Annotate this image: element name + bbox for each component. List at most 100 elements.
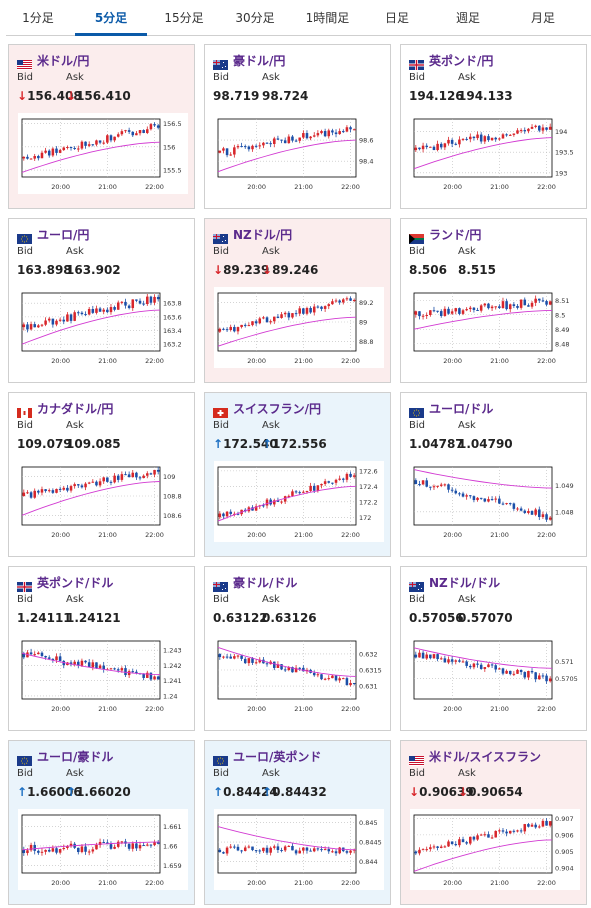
candle bbox=[146, 296, 149, 305]
rate-card-euraud[interactable]: ユーロ/豪ドル Bid Ask ↑1.66006 ↑1.66020 1.661 1.66 1.… bbox=[8, 740, 195, 905]
candle bbox=[414, 851, 418, 854]
chart-panel[interactable]: 1.661 1.66 1.659 20:00 21:00 22:00 bbox=[18, 809, 188, 890]
chart-panel[interactable]: 163.8 163.6 163.4 163.2 20:00 21:00 22:00 bbox=[18, 287, 188, 368]
pair-title[interactable]: 英ポンド/円 bbox=[429, 54, 494, 68]
candle bbox=[349, 682, 352, 686]
chart-panel[interactable]: 194 193.5 193 20:00 21:00 22:00 bbox=[410, 113, 580, 194]
pair-title[interactable]: NZドル/円 bbox=[233, 228, 293, 242]
candle bbox=[490, 306, 494, 309]
chart-panel[interactable]: 8.51 8.5 8.49 8.48 20:00 21:00 22:00 bbox=[410, 287, 580, 368]
candle bbox=[501, 668, 505, 674]
candle bbox=[309, 485, 312, 491]
rate-card-nzdjpy[interactable]: NZドル/円 Bid Ask ↓89.239 ↓89.246 89.2 89 88.8 20:0… bbox=[204, 218, 391, 383]
chart-panel[interactable]: 98.6 98.4 20:00 21:00 22:00 bbox=[214, 113, 384, 194]
plot-frame bbox=[413, 640, 553, 700]
candle bbox=[153, 296, 156, 303]
moving-average-line bbox=[413, 839, 553, 872]
candle bbox=[461, 661, 465, 663]
chart-panel[interactable]: 172.6 172.4 172.2 172 20:00 21:00 22:00 bbox=[214, 461, 384, 542]
chart-panel[interactable]: 156.5 156 155.5 20:00 21:00 22:00 bbox=[18, 113, 188, 194]
candle bbox=[505, 670, 508, 674]
candle bbox=[29, 652, 33, 655]
ask-value-text: 172.556 bbox=[272, 437, 327, 451]
pair-title[interactable]: NZドル/ドル bbox=[429, 576, 501, 590]
tab-1[interactable]: 1分足 bbox=[22, 11, 54, 25]
chart-panel[interactable]: 0.845 0.8445 0.844 20:00 21:00 22:00 bbox=[214, 809, 384, 890]
rate-card-audjpy[interactable]: 豪ドル/円 Bid Ask 98.719 98.724 98.6 98.4 20:00 21:0… bbox=[204, 44, 391, 209]
pair-title[interactable]: ユーロ/豪ドル bbox=[37, 750, 114, 764]
ask-value: 8.515 bbox=[458, 263, 496, 277]
chart-panel[interactable]: 0.632 0.6315 0.631 20:00 21:00 22:00 bbox=[214, 635, 384, 716]
y-tick-label: 1.241 bbox=[163, 677, 182, 685]
bid-label: Bid bbox=[213, 72, 229, 83]
chart-panel[interactable]: 109 108.8 108.6 20:00 21:00 22:00 bbox=[18, 461, 188, 542]
rate-card-eurjpy[interactable]: ユーロ/円 Bid Ask 163.898 163.902 163.8 163.6 163.4… bbox=[8, 218, 195, 383]
candle bbox=[146, 672, 149, 678]
candle bbox=[84, 846, 87, 852]
bid-value-text: 1.24111 bbox=[17, 611, 72, 625]
candle bbox=[548, 126, 552, 130]
pair-title[interactable]: 米ドル/円 bbox=[37, 54, 90, 68]
tab-7[interactable]: 週足 bbox=[455, 11, 480, 25]
pair-title[interactable]: ユーロ/英ポンド bbox=[233, 750, 322, 764]
candle bbox=[323, 131, 327, 137]
pair-title[interactable]: ユーロ/円 bbox=[37, 228, 90, 242]
arrow-down-icon: ↓ bbox=[262, 263, 273, 277]
tab-3[interactable]: 15分足 bbox=[164, 11, 204, 25]
candle bbox=[138, 300, 142, 304]
candle bbox=[425, 315, 428, 317]
rate-card-eurgbp[interactable]: ユーロ/英ポンド Bid Ask ↑0.84424 ↑0.84432 0.845 0.844… bbox=[204, 740, 391, 905]
rate-card-usdjpy[interactable]: 米ドル/円 Bid Ask ↓156.408 ↓156.410 156.5 156 155.5… bbox=[8, 44, 195, 209]
arrow-up-icon: ↑ bbox=[17, 785, 28, 799]
tab-2[interactable]: 5分足 bbox=[75, 0, 147, 36]
bid-value: ↓89.239 bbox=[213, 263, 269, 277]
y-tick-label: 1.243 bbox=[163, 647, 182, 655]
candle bbox=[345, 851, 349, 853]
chart-panel[interactable]: 1.243 1.242 1.241 1.24 20:00 21:00 22:00 bbox=[18, 635, 188, 716]
chart-panel[interactable]: 1.049 1.048 20:00 21:00 22:00 bbox=[410, 461, 580, 542]
bid-value: 1.04787 bbox=[409, 437, 464, 451]
pair-title[interactable]: カナダドル/円 bbox=[37, 402, 114, 416]
tab-6[interactable]: 日足 bbox=[384, 11, 409, 25]
tab-8[interactable]: 月足 bbox=[530, 11, 555, 25]
bid-label: Bid bbox=[409, 594, 425, 605]
rate-card-gbpjpy[interactable]: 英ポンド/円 Bid Ask 194.126 194.133 194 193.5 193 20:… bbox=[400, 44, 587, 209]
bid-value: ↑0.84424 bbox=[213, 785, 278, 799]
ask-value: 194.133 bbox=[458, 89, 513, 103]
candle bbox=[287, 495, 291, 497]
candle bbox=[331, 301, 334, 305]
candle bbox=[247, 146, 251, 150]
rate-card-nzdusd[interactable]: NZドル/ドル Bid Ask 0.57056 0.57070 0.571 0.5705 20… bbox=[400, 566, 587, 731]
candle bbox=[240, 146, 243, 148]
candle bbox=[262, 505, 265, 507]
bid-value: 109.079 bbox=[17, 437, 72, 451]
rate-card-usdchf[interactable]: 米ドル/スイスフラン Bid Ask ↓0.90639 ↓0.90654 0.907 0.9… bbox=[400, 740, 587, 905]
rate-card-zarjpy[interactable]: ランド/円 Bid Ask 8.506 8.515 8.51 8.5 8.49 8.48 20:0… bbox=[400, 218, 587, 383]
pair-title[interactable]: 豪ドル/円 bbox=[233, 54, 286, 68]
pair-title[interactable]: 米ドル/スイスフラン bbox=[429, 750, 542, 764]
rate-card-audusd[interactable]: 豪ドル/ドル Bid Ask 0.63122 0.63126 0.632 0.6315 0.6… bbox=[204, 566, 391, 731]
rate-card-cadjpy[interactable]: カナダドル/円 Bid Ask 109.079 109.085 109 108.8 108.6… bbox=[8, 392, 195, 557]
candle bbox=[37, 490, 40, 493]
pair-title[interactable]: スイスフラン/円 bbox=[233, 402, 322, 416]
candle bbox=[450, 139, 454, 144]
tab-4[interactable]: 30分足 bbox=[235, 11, 275, 25]
chart-panel[interactable]: 89.2 89 88.8 20:00 21:00 22:00 bbox=[214, 287, 384, 368]
rate-card-gbpusd[interactable]: 英ポンド/ドル Bid Ask 1.24111 1.24121 1.243 1.242 1.2… bbox=[8, 566, 195, 731]
candle bbox=[527, 128, 530, 132]
candle bbox=[262, 317, 265, 319]
moving-average-line bbox=[413, 309, 553, 330]
pair-title[interactable]: ユーロ/ドル bbox=[429, 402, 494, 416]
candle bbox=[548, 301, 552, 305]
rate-card-chfjpy[interactable]: スイスフラン/円 Bid Ask ↑172.540 ↑172.556 172.6 172.4… bbox=[204, 392, 391, 557]
candle bbox=[487, 499, 490, 502]
pair-title[interactable]: 豪ドル/ドル bbox=[233, 576, 298, 590]
candle bbox=[120, 301, 124, 303]
chart-panel[interactable]: 0.571 0.5705 20:00 21:00 22:00 bbox=[410, 635, 580, 716]
pair-title[interactable]: 英ポンド/ドル bbox=[37, 576, 114, 590]
rate-card-eurusd[interactable]: ユーロ/ドル Bid Ask 1.04787 1.04790 1.049 1.048 20:0… bbox=[400, 392, 587, 557]
chart-panel[interactable]: 0.907 0.906 0.905 0.904 20:00 21:00 22:00 bbox=[410, 809, 580, 890]
tab-5[interactable]: 1時間足 bbox=[305, 11, 350, 25]
pair-title[interactable]: ランド/円 bbox=[429, 228, 482, 242]
candle bbox=[276, 664, 280, 668]
